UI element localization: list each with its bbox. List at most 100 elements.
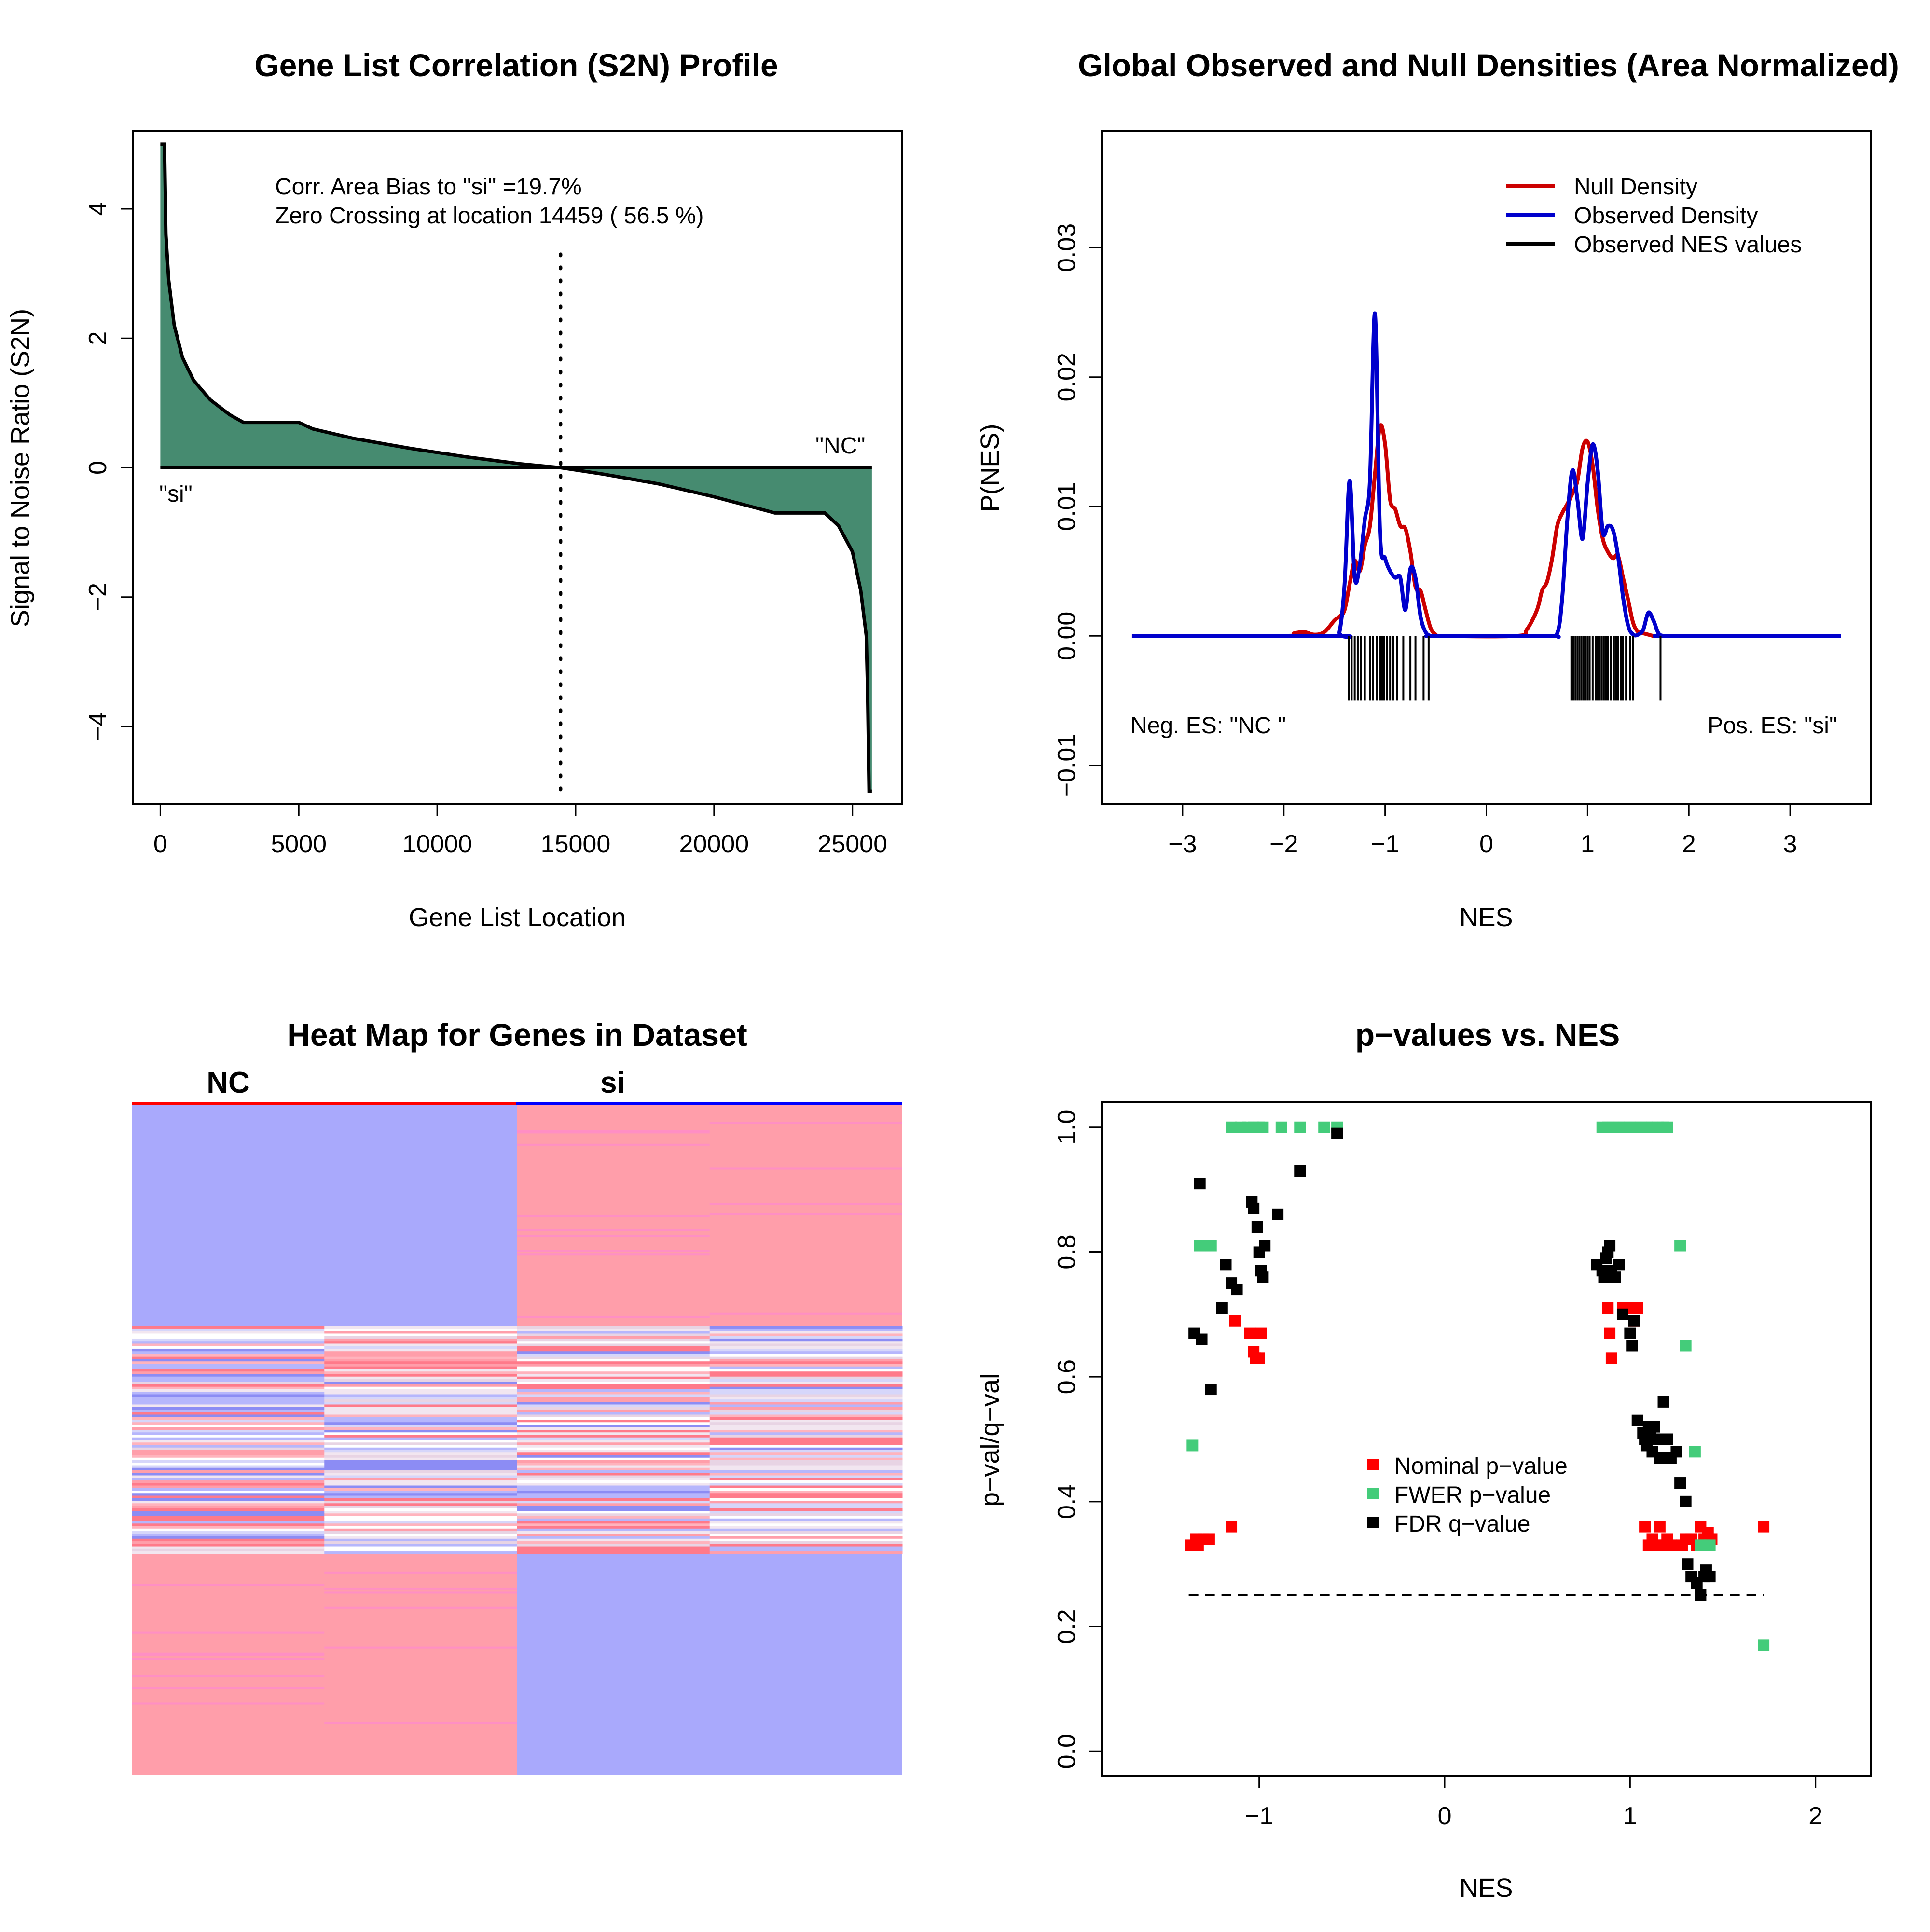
heatmap-cell <box>324 1389 517 1392</box>
heatmap-cell <box>132 1528 325 1532</box>
heatmap-cell <box>324 1394 517 1398</box>
heatmap-cell <box>324 1463 517 1466</box>
heatmap-cell <box>132 1364 325 1367</box>
heatmap-cell <box>324 1392 517 1395</box>
fdr-qvalue-point <box>1624 1327 1636 1339</box>
heatmap-cell <box>517 1526 710 1529</box>
heatmap-cell <box>517 1508 710 1511</box>
heatmap-cell <box>709 1354 903 1357</box>
heatmap-cell <box>132 1429 325 1433</box>
heatmap-cell <box>709 1445 903 1448</box>
heatmap-cell <box>517 1386 710 1390</box>
heatmap-stripe <box>132 1702 325 1705</box>
density-x-tick-label: 2 <box>1682 830 1696 858</box>
s2n-y-tick-label: −2 <box>84 583 112 611</box>
legend-fdr-swatch <box>1367 1517 1379 1528</box>
heatmap-cell <box>132 1523 325 1527</box>
heatmap-cell <box>132 1541 325 1544</box>
heatmap-stripe <box>132 1584 325 1586</box>
pvalues-x-tick-label: 0 <box>1438 1802 1452 1830</box>
density-y-tick-label: 0.00 <box>1053 612 1081 660</box>
heatmap-cell <box>709 1473 903 1476</box>
density-x-axis: −3 −2 −1 0 1 2 3 <box>1168 803 1797 858</box>
heatmap-cell <box>132 1382 325 1384</box>
heatmap-cell <box>132 1326 325 1329</box>
heatmap-cell <box>324 1409 517 1412</box>
heatmap-cell <box>517 1498 710 1501</box>
heatmap-cell <box>132 1351 325 1354</box>
heatmap-cell <box>709 1394 903 1398</box>
heatmap-cell <box>709 1392 903 1395</box>
heatmap-cell <box>709 1534 903 1537</box>
heatmap-cell <box>709 1409 903 1412</box>
heatmap-cell <box>709 1463 903 1466</box>
fwer-pvalue-point <box>1318 1121 1330 1133</box>
heatmap-cell <box>709 1437 903 1440</box>
heatmap-cell <box>517 1432 710 1435</box>
heatmap-cell <box>132 1506 325 1509</box>
density-chart-title: Global Observed and Null Densities (Area… <box>1078 47 1899 83</box>
heatmap-cell <box>517 1503 710 1507</box>
legend-fdr-label: FDR q−value <box>1394 1511 1530 1537</box>
heatmap-cell <box>517 1407 710 1410</box>
pvalues-x-tick-label: 1 <box>1623 1802 1637 1830</box>
pvalues-x-axis: −1 0 1 2 <box>1245 1775 1822 1830</box>
heatmap-cell <box>709 1371 903 1374</box>
heatmap-cell <box>132 1498 325 1501</box>
pvalues-y-tick-label: 0.2 <box>1053 1609 1081 1644</box>
fwer-pvalue-point <box>1758 1639 1770 1651</box>
heatmap-cell <box>132 1452 325 1456</box>
heatmap-cell <box>709 1478 903 1481</box>
heatmap-cell <box>517 1521 710 1524</box>
heatmap-cell <box>709 1531 903 1534</box>
heatmap-cell <box>324 1341 517 1344</box>
heatmap-cell <box>132 1544 325 1547</box>
heatmap-cell <box>517 1409 710 1412</box>
heatmap-cell <box>132 1536 325 1539</box>
heatmap-cell <box>132 1470 325 1473</box>
s2n-area-bias-annotation: Corr. Area Bias to "si" =19.7% <box>275 174 582 200</box>
heatmap-cell <box>324 1376 517 1380</box>
heatmap-cell <box>709 1483 903 1486</box>
fwer-pvalue-point <box>1257 1121 1269 1133</box>
heatmap-cell <box>132 1343 325 1347</box>
heatmap-cell <box>709 1376 903 1380</box>
heatmap-cell <box>324 1326 517 1329</box>
density-y-tick-label: 0.02 <box>1053 353 1081 401</box>
heatmap-cell <box>324 1516 517 1519</box>
heatmap-cell <box>132 1376 325 1380</box>
s2n-x-tick-label: 10000 <box>402 830 472 858</box>
heatmap-cell <box>709 1455 903 1458</box>
heatmap-cell <box>517 1361 710 1364</box>
heatmap-cell <box>517 1331 710 1334</box>
heatmap-cell <box>709 1397 903 1400</box>
nominal-pvalue-point <box>1605 1352 1617 1364</box>
heatmap-cell <box>324 1503 517 1507</box>
heatmap-cell <box>132 1425 325 1428</box>
heatmap-cell <box>517 1450 710 1453</box>
s2n-x-axis: 0 5000 10000 15000 20000 25000 <box>153 803 887 858</box>
legend-fwer-swatch <box>1367 1488 1379 1499</box>
heatmap-cell <box>324 1538 517 1542</box>
heatmap-cell <box>517 1478 710 1481</box>
s2n-right-group-label: "NC" <box>815 433 865 459</box>
heatmap-cell <box>517 1392 710 1395</box>
nominal-pvalue-point <box>1758 1521 1770 1533</box>
heatmap-cell <box>132 1374 325 1377</box>
heatmap-cell <box>132 1346 325 1349</box>
heatmap-cell <box>324 1402 517 1405</box>
heatmap-cell <box>709 1506 903 1509</box>
heatmap-cell <box>324 1338 517 1342</box>
density-x-tick-label: 3 <box>1783 830 1797 858</box>
fdr-qvalue-point <box>1631 1414 1643 1426</box>
heatmap-cell <box>517 1473 710 1476</box>
heatmap-cell <box>517 1326 710 1329</box>
heatmap-cell <box>517 1501 710 1504</box>
fdr-qvalue-point <box>1648 1421 1660 1433</box>
heatmap-cell <box>132 1534 325 1537</box>
heatmap-cell <box>132 1465 325 1468</box>
heatmap-cell <box>132 1432 325 1435</box>
nominal-pvalue-point <box>1602 1302 1614 1314</box>
heatmap-cell <box>517 1356 710 1359</box>
